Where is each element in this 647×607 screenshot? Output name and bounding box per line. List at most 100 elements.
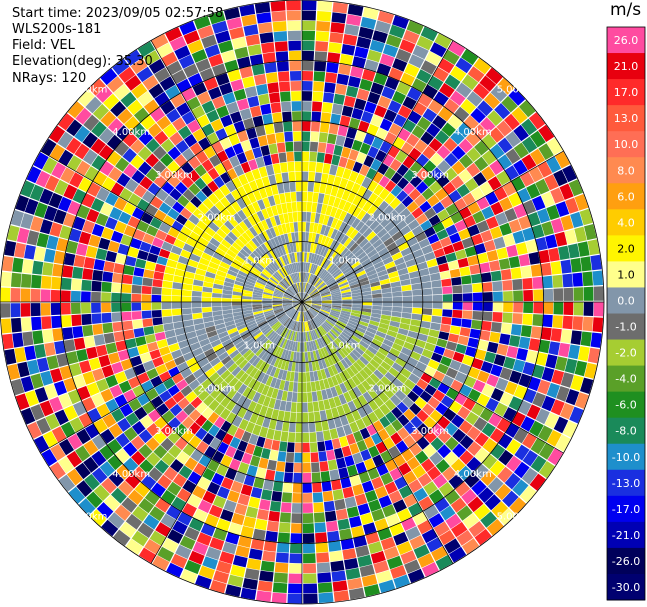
velocity-bin <box>30 404 45 421</box>
velocity-bin <box>290 285 297 294</box>
velocity-bin <box>308 273 313 284</box>
velocity-bin <box>269 501 281 512</box>
velocity-bin <box>499 197 513 212</box>
velocity-bin <box>464 472 480 488</box>
velocity-bin <box>83 257 95 269</box>
velocity-bin <box>416 409 429 423</box>
velocity-bin <box>101 302 111 313</box>
velocity-bin <box>406 20 424 35</box>
velocity-bin <box>370 82 384 95</box>
velocity-bin <box>183 319 194 327</box>
velocity-bin <box>288 320 294 330</box>
velocity-bin <box>312 91 324 102</box>
velocity-bin <box>306 331 311 342</box>
velocity-bin <box>294 295 302 302</box>
velocity-bin <box>304 252 307 262</box>
velocity-bin <box>362 366 373 377</box>
velocity-bin <box>553 302 564 315</box>
velocity-bin <box>342 299 352 302</box>
velocity-bin <box>380 376 392 387</box>
velocity-bin <box>391 252 403 261</box>
velocity-bin <box>316 338 323 349</box>
velocity-bin <box>439 270 451 280</box>
velocity-bin <box>251 329 262 338</box>
velocity-bin <box>153 324 165 334</box>
velocity-bin <box>337 320 347 327</box>
velocity-bin <box>313 81 325 92</box>
velocity-bin <box>311 303 322 306</box>
velocity-bin <box>282 303 293 306</box>
velocity-bin <box>383 437 395 450</box>
velocity-bin <box>320 308 331 313</box>
velocity-bin <box>128 489 144 505</box>
velocity-bin <box>277 224 284 235</box>
velocity-bin <box>272 21 287 32</box>
velocity-bin <box>287 212 294 223</box>
velocity-bin <box>483 302 493 312</box>
colorbar-bin <box>607 495 645 523</box>
velocity-bin <box>267 82 279 94</box>
velocity-bin <box>108 240 120 253</box>
velocity-bin <box>51 276 62 290</box>
velocity-bin <box>187 39 204 54</box>
velocity-bin <box>210 339 222 348</box>
velocity-bin <box>309 371 315 382</box>
velocity-bin <box>275 132 285 143</box>
velocity-bin <box>369 342 380 351</box>
velocity-bin <box>51 315 62 329</box>
velocity-bin <box>256 12 272 24</box>
velocity-bin <box>408 188 421 201</box>
velocity-bin <box>181 162 194 175</box>
velocity-bin <box>314 172 322 183</box>
velocity-bin <box>454 220 467 232</box>
velocity-bin <box>257 580 273 592</box>
velocity-bin <box>338 371 347 383</box>
velocity-bin <box>244 315 255 321</box>
velocity-bin <box>399 273 410 281</box>
velocity-bin <box>318 312 328 319</box>
velocity-bin <box>392 15 409 29</box>
velocity-bin <box>503 407 517 422</box>
velocity-bin <box>233 380 243 392</box>
velocity-bin <box>155 188 169 202</box>
velocity-bin <box>317 142 327 153</box>
colorbar-bin <box>607 521 645 549</box>
velocity-bin <box>352 206 362 218</box>
velocity-bin <box>325 345 332 356</box>
velocity-bin <box>313 277 320 286</box>
velocity-bin <box>401 284 412 292</box>
velocity-bin <box>358 26 374 40</box>
velocity-bin <box>331 375 339 386</box>
velocity-bin <box>303 282 305 293</box>
velocity-bin <box>562 165 577 183</box>
velocity-bin <box>367 204 378 216</box>
velocity-bin <box>286 0 301 11</box>
velocity-bin <box>477 339 489 351</box>
velocity-bin <box>418 238 430 249</box>
velocity-bin <box>378 175 390 188</box>
velocity-bin <box>272 260 280 270</box>
velocity-bin <box>237 251 248 261</box>
velocity-bin <box>292 273 297 283</box>
velocity-bin <box>385 411 397 424</box>
velocity-bin <box>257 277 267 284</box>
velocity-bin <box>331 12 347 24</box>
velocity-bin <box>397 508 412 522</box>
velocity-bin <box>409 161 423 175</box>
velocity-bin <box>456 505 473 521</box>
velocity-bin <box>481 383 495 397</box>
velocity-bin <box>305 311 310 321</box>
velocity-bin <box>149 349 161 360</box>
velocity-bin <box>370 285 381 291</box>
velocity-bin <box>215 347 226 357</box>
velocity-bin <box>238 174 249 186</box>
velocity-bin <box>552 315 563 329</box>
velocity-bin <box>171 349 183 360</box>
velocity-bin <box>292 111 302 121</box>
velocity-bin <box>226 346 237 355</box>
velocity-bin <box>375 243 386 253</box>
velocity-bin <box>334 498 346 511</box>
velocity-bin <box>339 284 350 290</box>
velocity-bin <box>306 321 310 331</box>
